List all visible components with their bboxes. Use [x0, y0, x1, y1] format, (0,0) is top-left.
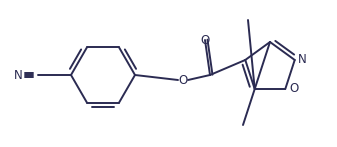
Text: O: O — [201, 34, 210, 46]
Text: O: O — [178, 74, 188, 86]
Text: O: O — [289, 82, 299, 95]
Text: N: N — [298, 54, 306, 66]
Text: N: N — [13, 69, 22, 81]
